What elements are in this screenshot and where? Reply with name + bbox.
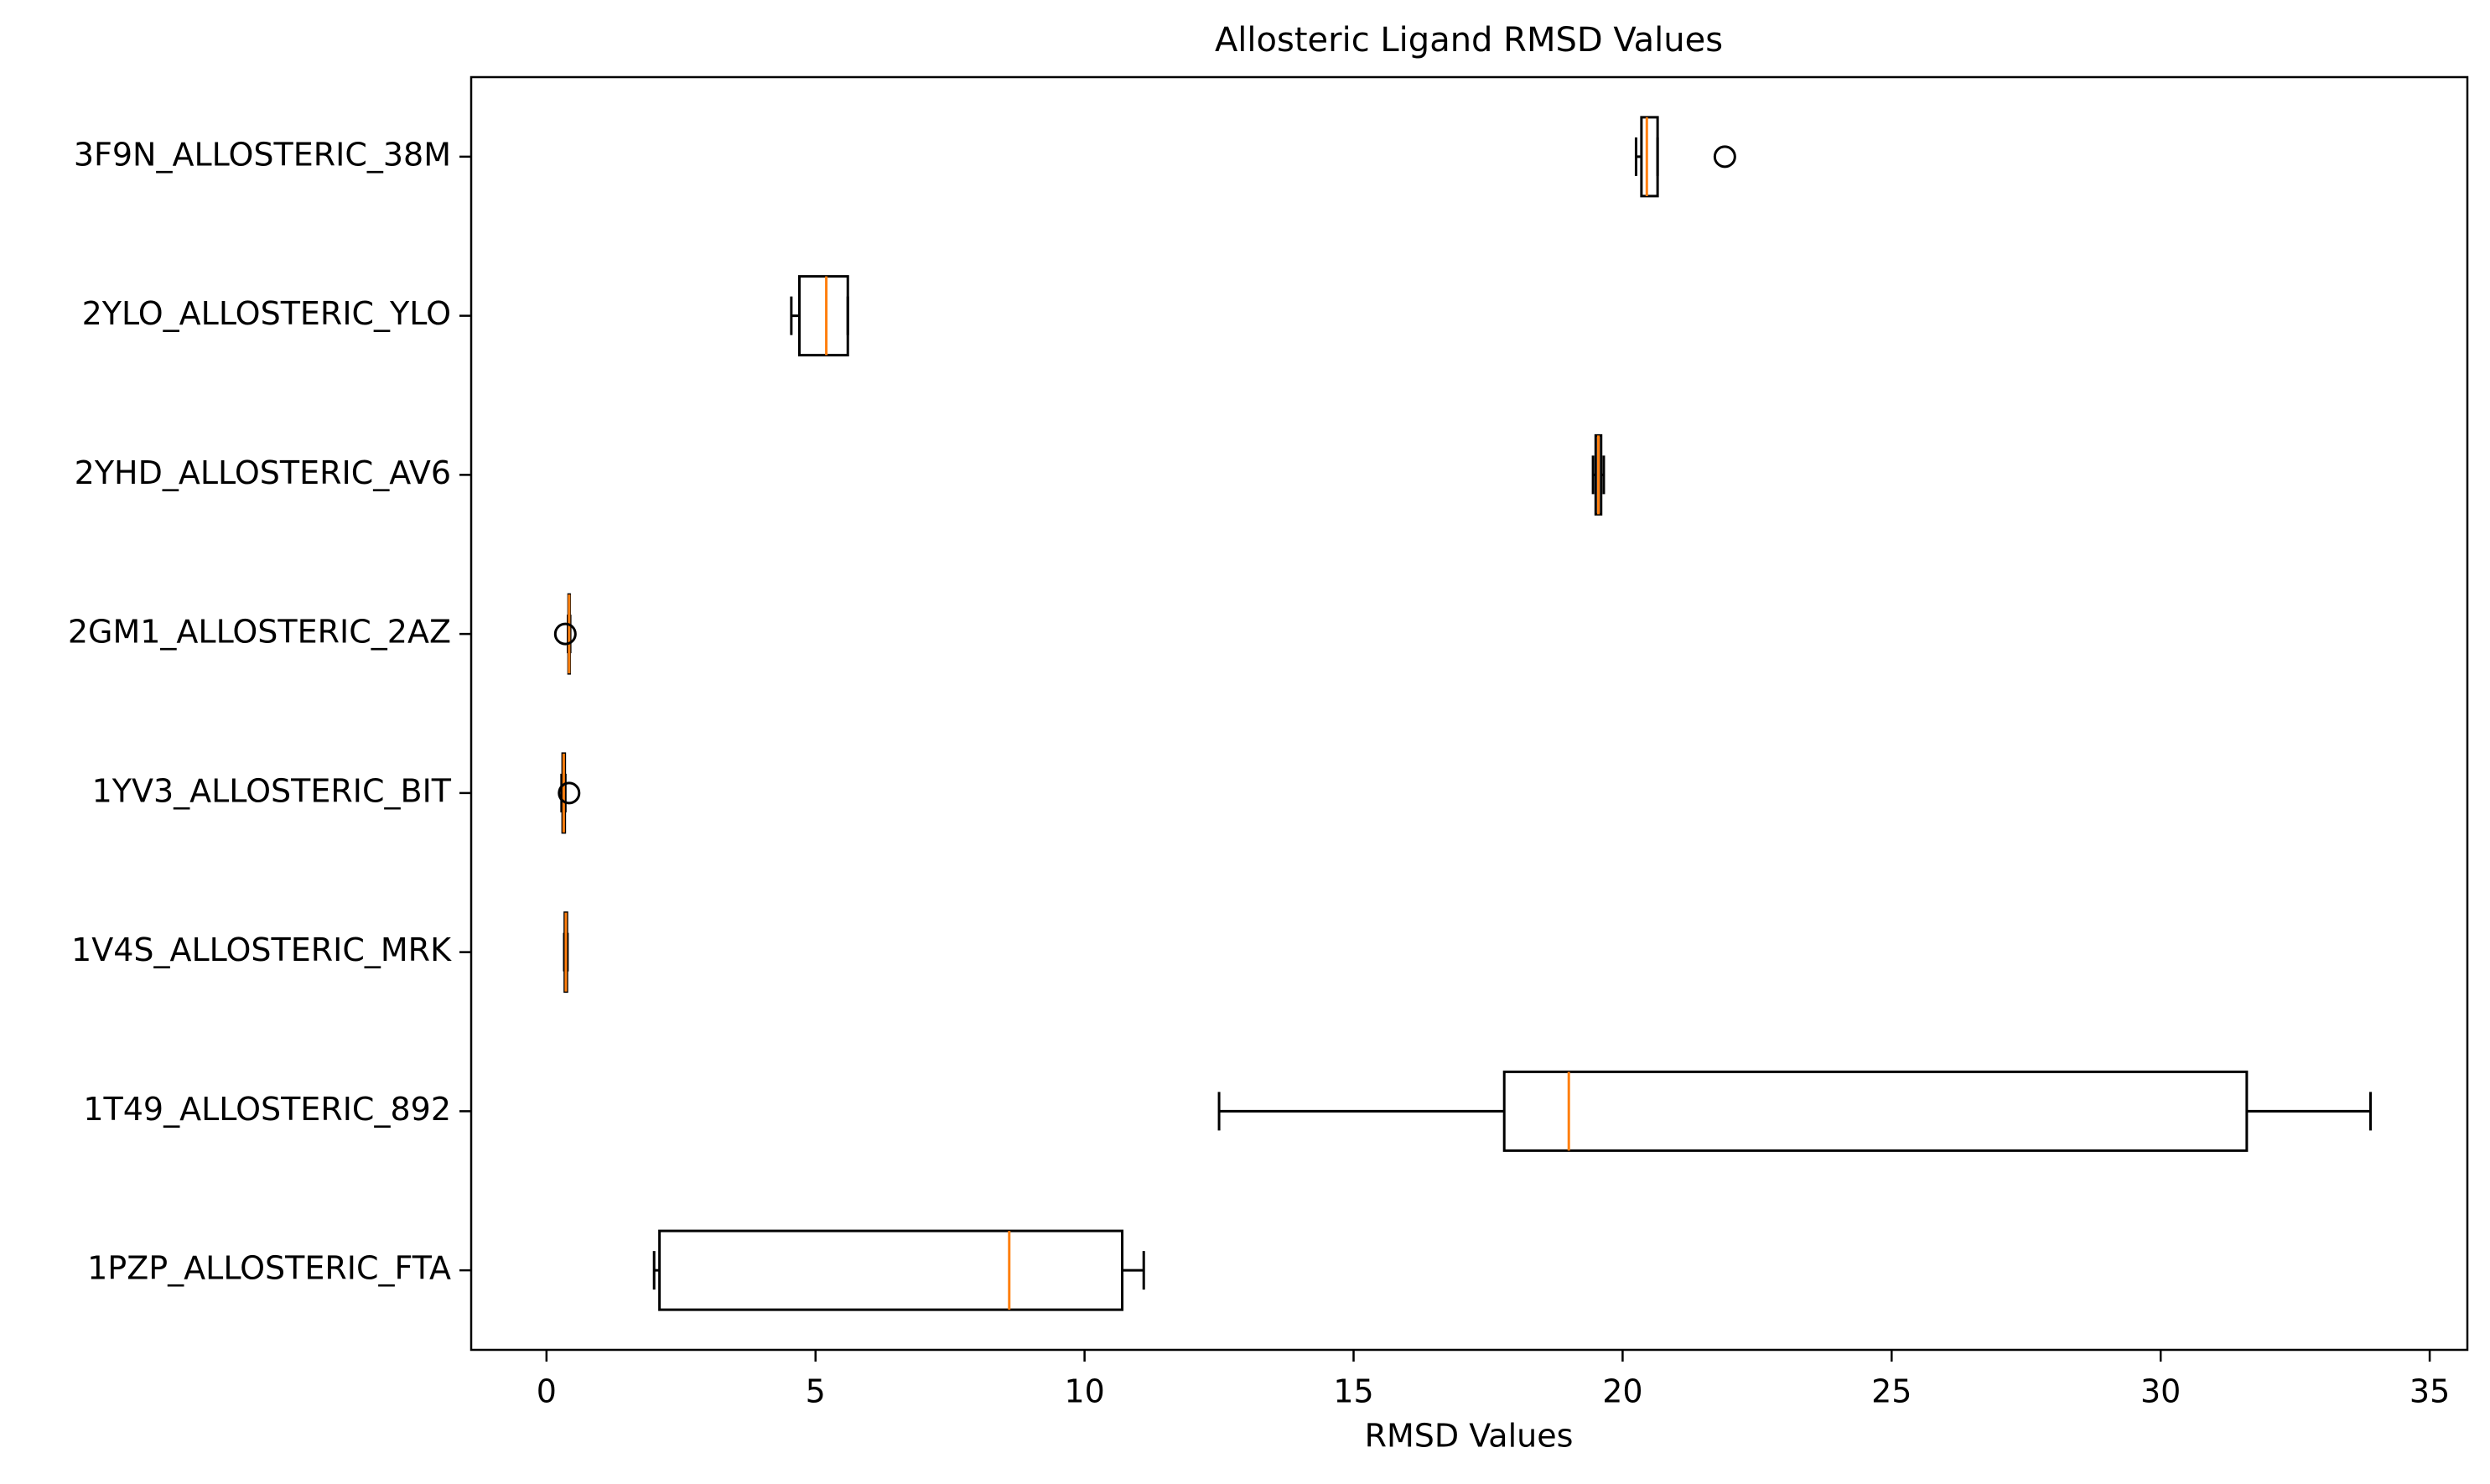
y-tick-label: 2YLO_ALLOSTERIC_YLO: [82, 295, 451, 332]
x-tick-label: 25: [1871, 1373, 1912, 1410]
y-tick-label: 2GM1_ALLOSTERIC_2AZ: [68, 614, 451, 651]
x-tick-label: 35: [2410, 1373, 2450, 1410]
y-tick-label: 1T49_ALLOSTERIC_892: [83, 1091, 451, 1128]
outlier-point: [1713, 145, 1736, 169]
x-tick-label: 0: [537, 1373, 557, 1410]
box: [658, 1229, 1124, 1311]
y-tick-label: 1YV3_ALLOSTERIC_BIT: [92, 772, 452, 809]
plot-area: 1PZP_ALLOSTERIC_FTA 1T49_ALLOSTERIC_892 1V…: [68, 75, 2469, 1410]
box: [1640, 116, 1659, 198]
outlier-point: [553, 622, 577, 646]
y-tick-label: 1PZP_ALLOSTERIC_FTA: [87, 1250, 451, 1287]
y-tick-label: 2YHD_ALLOSTERIC_AV6: [75, 454, 451, 491]
box: [1502, 1070, 2249, 1152]
x-tick-label: 5: [806, 1373, 826, 1410]
x-tick-label: 20: [1602, 1373, 1642, 1410]
x-tick-label: 15: [1333, 1373, 1373, 1410]
x-tick-label: 10: [1064, 1373, 1104, 1410]
x-tick-label: 30: [2140, 1373, 2181, 1410]
x-axis-label: RMSD Values: [1365, 1418, 1574, 1455]
y-tick-label: 3F9N_ALLOSTERIC_38M: [74, 136, 451, 173]
y-tick-label: 1V4S_ALLOSTERIC_MRK: [71, 931, 452, 968]
chart-title: Allosteric Ligand RMSD Values: [1215, 21, 1723, 60]
axes-frame: [469, 75, 2469, 1352]
outlier-point: [558, 781, 581, 805]
box: [797, 275, 849, 357]
